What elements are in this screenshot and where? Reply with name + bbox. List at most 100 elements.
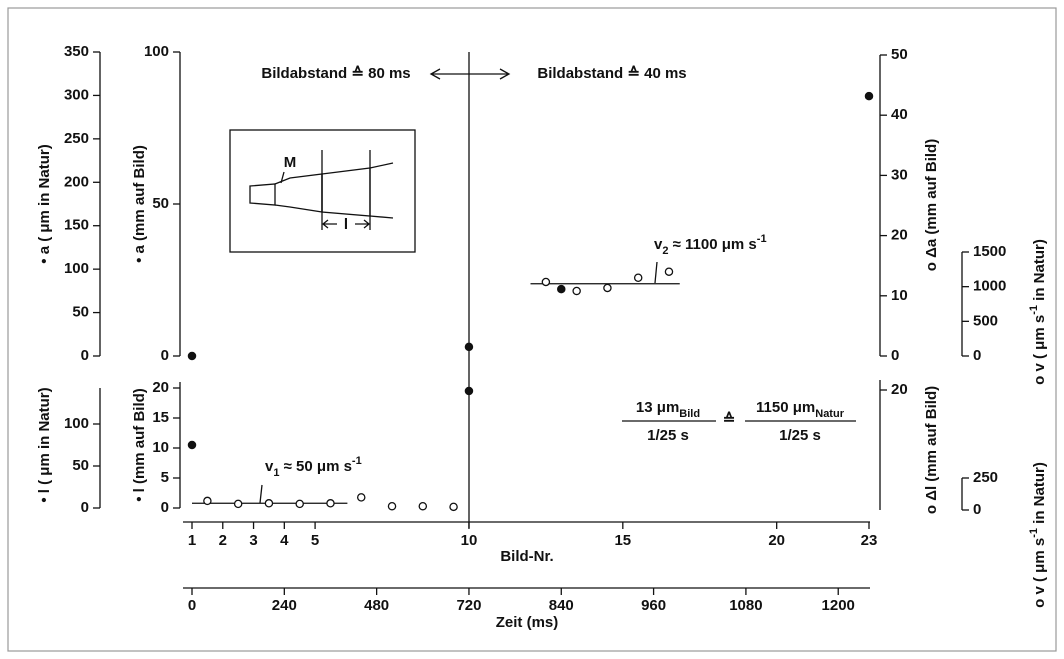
label-part: -1 — [1028, 528, 1040, 538]
x-axis-title: Bild-Nr. — [500, 548, 553, 565]
y-tick-label: 20 — [152, 379, 169, 396]
label-part: o Δl (mm auf Bild) — [923, 386, 940, 514]
label-part: -1 — [352, 455, 362, 467]
x-tick-label: 10 — [461, 532, 478, 549]
v1-label: v1 ≈ 50 μm s-1 — [265, 455, 362, 479]
inset: M l — [229, 129, 416, 253]
y-tick-label: 50 — [72, 457, 89, 474]
inset-arrow — [321, 219, 371, 229]
formula-part: 1/25 s — [779, 427, 821, 444]
data-point — [326, 499, 335, 508]
label-part: ≈ 50 μm s — [279, 458, 351, 475]
data-point — [264, 499, 274, 508]
formula-part: 1150 μmNatur — [756, 399, 845, 420]
time-tick-label: 960 — [641, 597, 666, 614]
data-point — [864, 91, 874, 101]
data-point — [203, 496, 212, 506]
y-tick-label: 20 — [891, 227, 908, 244]
y-tick-label: 50 — [152, 195, 169, 212]
data-point — [464, 386, 474, 396]
x-tick-label: 15 — [614, 532, 631, 549]
y-tick-label: 100 — [64, 415, 89, 432]
y-tick-label: 150 — [64, 217, 89, 234]
time-tick-label: 720 — [456, 597, 481, 614]
label-part: 1 — [273, 467, 279, 479]
y-tick-label: 50 — [891, 46, 908, 63]
label-part: • a (mm auf Bild) — [131, 145, 148, 263]
interval-label: Bildabstand ≙ 80 ms — [261, 65, 410, 82]
data-point — [387, 501, 397, 511]
y-tick-label: 20 — [891, 381, 908, 398]
leader-line — [259, 484, 263, 504]
label-part: in Natur) — [1031, 239, 1048, 305]
data-point — [295, 499, 304, 509]
data-point — [541, 277, 551, 287]
y-tick-label: 350 — [64, 43, 89, 60]
y-axis-title: • a (mm auf Bild) — [131, 145, 148, 263]
data-point — [418, 501, 428, 511]
data-point — [572, 286, 581, 296]
label-part: -1 — [757, 233, 767, 245]
y-tick-label: 1500 — [973, 243, 1006, 260]
y-tick-label: 0 — [81, 347, 89, 364]
label-part: • l (mm auf Bild) — [131, 388, 148, 502]
y-tick-label: 500 — [973, 312, 998, 329]
time-tick-label: 1200 — [822, 597, 855, 614]
data-point — [233, 499, 243, 509]
inset-label: l — [344, 216, 348, 233]
label-part: Natur — [815, 408, 844, 420]
y-axis-title: • a ( μm in Natur) — [36, 144, 53, 263]
time-axis-title: Zeit (ms) — [496, 614, 559, 631]
y-axis-title: o Δl (mm auf Bild) — [923, 386, 940, 514]
label-part: • l ( μm in Natur) — [36, 387, 53, 502]
time-tick-label: 840 — [549, 597, 574, 614]
y-tick-label: 0 — [973, 347, 981, 364]
y-axis-title: o Δa (mm auf Bild) — [923, 139, 940, 271]
inset-label: M — [284, 154, 297, 171]
interval-label: Bildabstand ≙ 40 ms — [537, 65, 686, 82]
y-tick-label: 1000 — [973, 278, 1006, 295]
y-tick-label: 100 — [64, 260, 89, 277]
y-tick-label: 0 — [161, 347, 169, 364]
inset-marker — [321, 150, 371, 230]
label-part: -1 — [1028, 305, 1040, 315]
y-tick-label: 100 — [144, 43, 169, 60]
data-point — [187, 440, 197, 450]
label-part: Bild — [679, 408, 700, 420]
formula-part: 13 μmBild — [636, 399, 700, 420]
data-point — [633, 273, 643, 282]
v2-label: v2 ≈ 1100 μm s-1 — [654, 233, 767, 257]
data-point — [187, 351, 197, 361]
leader-line — [654, 261, 658, 284]
data-point — [664, 267, 674, 276]
y-tick-label: 5 — [161, 469, 169, 486]
data-point — [464, 342, 474, 352]
y-tick-label: 10 — [891, 287, 908, 304]
label-part: in Natur) — [1031, 462, 1048, 528]
y-tick-label: 200 — [64, 173, 89, 190]
inset-pointer — [280, 171, 285, 184]
label-part: o v ( μm s — [1031, 315, 1048, 385]
data-point — [557, 284, 566, 294]
y-axis-title: • l ( μm in Natur) — [36, 387, 53, 502]
label-part: 13 μm — [636, 399, 679, 416]
y-tick-label: 250 — [973, 469, 998, 486]
label-part: 2 — [662, 245, 668, 257]
data-point — [356, 493, 366, 502]
x-tick-label: 4 — [280, 532, 289, 549]
y-tick-label: 15 — [152, 409, 169, 426]
label-part: v — [265, 458, 274, 475]
y-tick-label: 30 — [891, 166, 908, 183]
time-tick-label: 1080 — [729, 597, 762, 614]
label-part: o Δa (mm auf Bild) — [923, 139, 940, 271]
formula-part: 1/25 s — [647, 427, 689, 444]
label-part: ≈ 1100 μm s — [668, 236, 756, 253]
time-tick-label: 0 — [188, 597, 196, 614]
time-tick-label: 240 — [272, 597, 297, 614]
x-tick-label: 20 — [768, 532, 785, 549]
arrow-heads — [429, 68, 511, 80]
y-tick-label: 0 — [161, 499, 169, 516]
formula-part: ≙ — [723, 411, 736, 428]
y-axis-title: o v ( μm s-1 in Natur) — [1028, 239, 1048, 385]
